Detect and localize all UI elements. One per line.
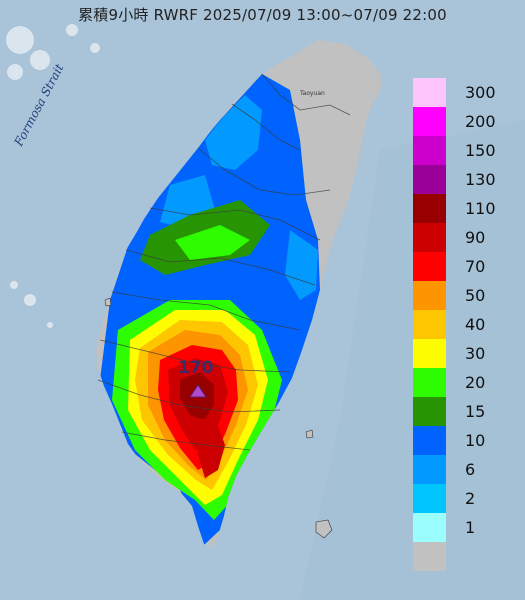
legend-swatch [413, 455, 446, 484]
islets [104, 297, 333, 539]
legend-swatch [413, 368, 446, 397]
place-label: Taoyuan [299, 90, 325, 97]
legend-row: 110 [413, 194, 521, 223]
legend-row: 90 [413, 223, 521, 252]
legend-swatch [413, 107, 446, 136]
map-title: 累積9小時 RWRF 2025/07/09 13:00~07/09 22:00 [78, 6, 447, 24]
sea-shade [300, 120, 525, 600]
legend-swatch [413, 136, 446, 165]
legend-row: 30 [413, 339, 521, 368]
legend-label: 20 [465, 373, 486, 392]
legend-row: 40 [413, 310, 521, 339]
legend-swatch [413, 252, 446, 281]
legend-swatch [413, 426, 446, 455]
legend-swatch [413, 194, 446, 223]
legend-row [413, 542, 521, 571]
legend-row: 1 [413, 513, 521, 542]
legend-swatch [413, 484, 446, 513]
legend-label: 1 [465, 518, 476, 537]
legend-label: 90 [465, 228, 486, 247]
legend-swatch [413, 513, 446, 542]
legend-row: 6 [413, 455, 521, 484]
legend-swatch [413, 165, 446, 194]
legend-row: 15 [413, 397, 521, 426]
legend-label: 10 [465, 431, 486, 450]
legend-row: 130 [413, 165, 521, 194]
legend-swatch [413, 78, 446, 107]
legend-row: 2 [413, 484, 521, 513]
legend-row: 300 [413, 78, 521, 107]
legend-row: 200 [413, 107, 521, 136]
legend-row: 50 [413, 281, 521, 310]
legend-swatch [413, 310, 446, 339]
legend-swatch [413, 397, 446, 426]
legend-label: 30 [465, 344, 486, 363]
county-borders [97, 73, 351, 451]
legend-row: 70 [413, 252, 521, 281]
legend-label: 200 [465, 112, 496, 131]
legend-swatch [413, 542, 446, 571]
legend-swatch [413, 223, 446, 252]
legend-row: 20 [413, 368, 521, 397]
legend-label: 150 [465, 141, 496, 160]
rainfall-legend: 300 200 150 130 110 90 70 50 40 30 20 15 10 6 2 1 [413, 78, 521, 571]
legend-label: 6 [465, 460, 476, 479]
legend-label: 300 [465, 83, 496, 102]
peak-value-label: 170 [178, 358, 214, 378]
legend-swatch [413, 339, 446, 368]
legend-label: 70 [465, 257, 486, 276]
legend-label: 40 [465, 315, 486, 334]
legend-label: 2 [465, 489, 476, 508]
legend-label: 130 [465, 170, 496, 189]
legend-row: 150 [413, 136, 521, 165]
peak-marker [189, 384, 207, 398]
legend-row: 10 [413, 426, 521, 455]
legend-label: 110 [465, 199, 496, 218]
legend-label: 50 [465, 286, 486, 305]
legend-swatch [413, 281, 446, 310]
legend-label: 15 [465, 402, 486, 421]
cloud-speckles [6, 24, 100, 328]
